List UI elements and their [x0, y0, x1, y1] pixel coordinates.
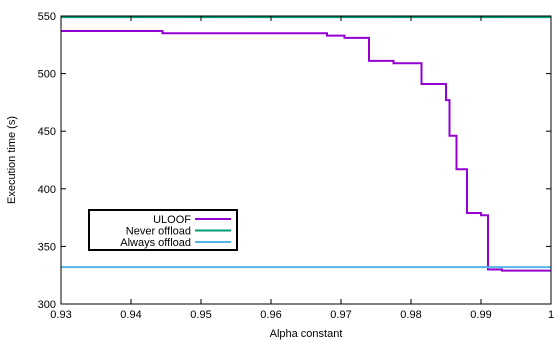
y-tick-label: 500	[38, 69, 56, 81]
x-tick-label: 0.95	[190, 309, 211, 321]
x-tick-label: 0.94	[120, 309, 141, 321]
y-tick-label: 450	[38, 126, 56, 138]
legend-label-always-offload: Always offload	[120, 237, 191, 249]
x-tick-label: 1	[548, 309, 554, 321]
y-tick-label: 550	[38, 11, 56, 23]
series-layer	[61, 16, 551, 272]
series-line-uloof	[61, 29, 551, 272]
y-tick-label: 400	[38, 184, 56, 196]
x-axis-title: Alpha constant	[270, 328, 343, 340]
x-tick-label: 0.98	[400, 309, 421, 321]
x-tick-label: 0.99	[470, 309, 491, 321]
ticks-layer: 0.93 0.94 0.95 0.96 0.97 0.98 0.99 1 300 350 400 45…	[38, 11, 554, 321]
x-tick-label: 0.97	[330, 309, 351, 321]
legend-label-never-offload: Never offload	[126, 226, 191, 238]
y-axis-title: Execution time (s)	[6, 116, 18, 204]
y-tick-label: 350	[38, 241, 56, 253]
x-tick-label: 0.96	[260, 309, 281, 321]
y-tick-label: 300	[38, 299, 56, 311]
legend-label-uloof: ULOOF	[153, 214, 191, 226]
plot-frame	[60, 15, 552, 305]
x-tick-label: 0.93	[50, 309, 71, 321]
